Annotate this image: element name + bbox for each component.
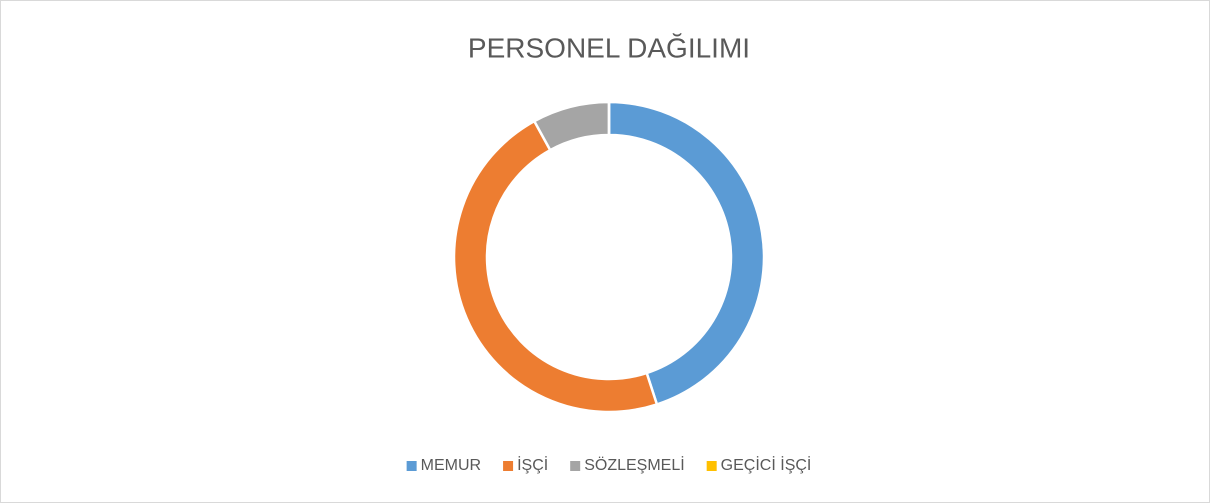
legend-swatch (503, 461, 514, 471)
legend-swatch (706, 461, 717, 471)
legend: MEMUR İŞÇİ SÖZLEŞMELİ GEÇİCİ İŞÇİ (406, 455, 812, 474)
legend-swatch (406, 461, 417, 471)
legend-label: GEÇİCİ İŞÇİ (721, 455, 812, 474)
legend-label: MEMUR (421, 457, 481, 474)
donut-slice (607, 100, 766, 406)
legend-swatch (570, 461, 581, 471)
donut-slice (452, 119, 659, 414)
legend-label: İŞÇİ (517, 455, 548, 474)
legend-label: SÖZLEŞMELİ (584, 455, 684, 474)
chart-title: PERSONEL DAĞILIMI (468, 32, 750, 63)
